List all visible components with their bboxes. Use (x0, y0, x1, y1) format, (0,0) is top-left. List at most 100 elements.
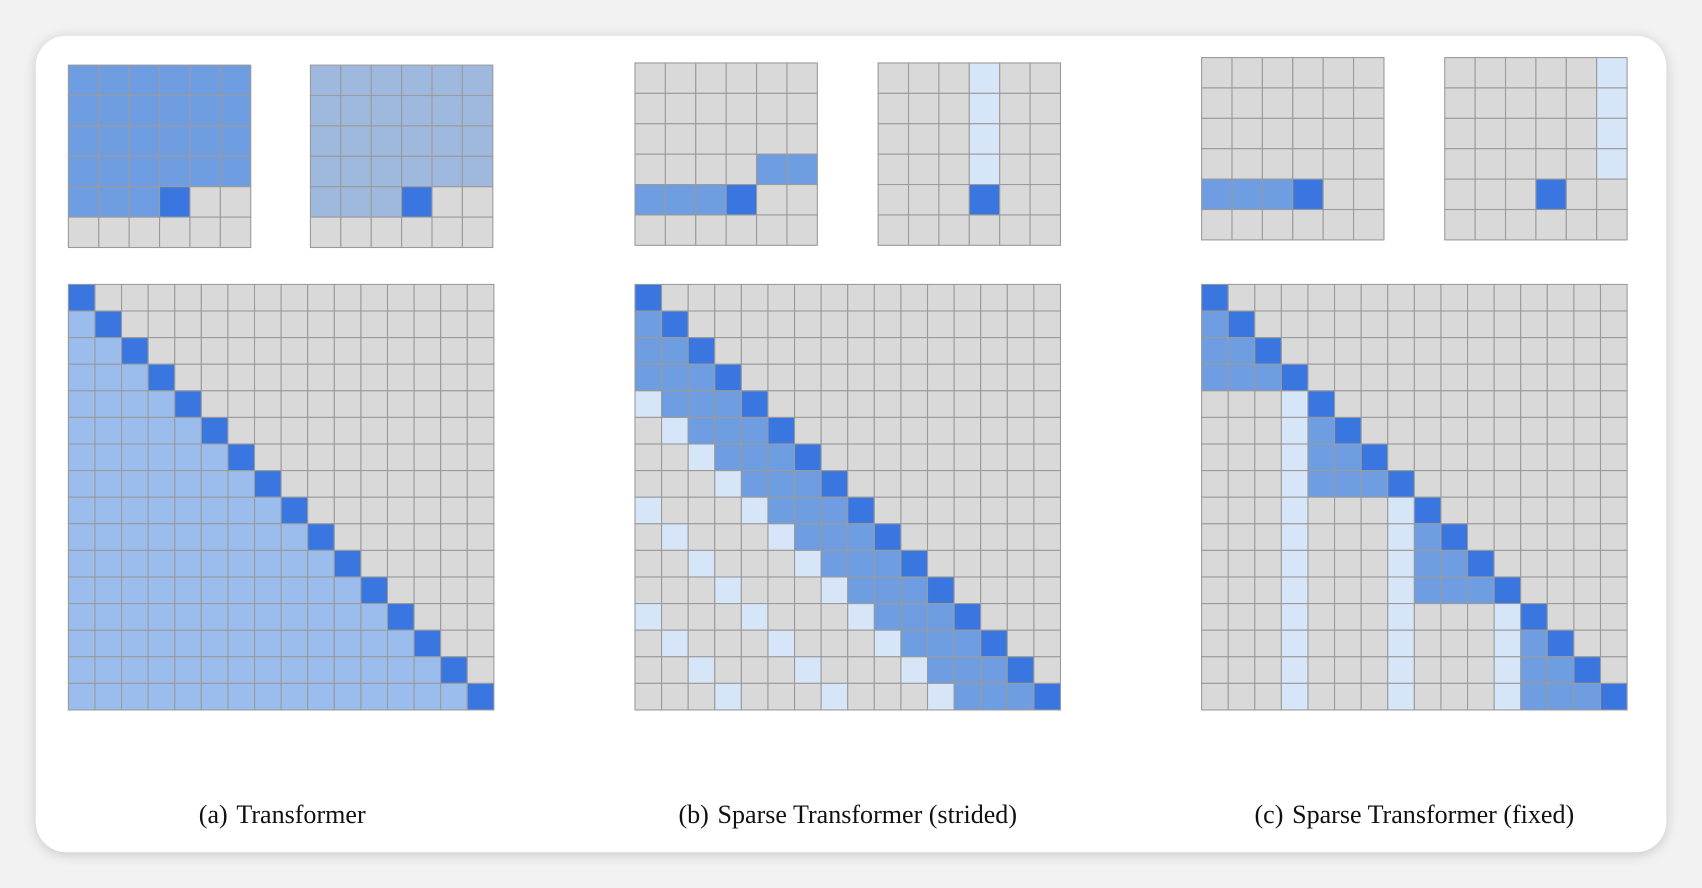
cell (1033, 656, 1062, 684)
cell (1440, 283, 1469, 312)
cell (67, 523, 96, 551)
cell (121, 283, 149, 312)
cell (1573, 390, 1602, 418)
cell (926, 470, 955, 498)
cell (333, 443, 362, 472)
grids (67, 56, 1628, 711)
cell (440, 443, 468, 472)
cell (695, 123, 727, 155)
cell (980, 363, 1008, 392)
cell (1466, 416, 1495, 445)
cell (1227, 629, 1256, 658)
cell (1546, 549, 1575, 578)
cell (98, 94, 130, 127)
cell (740, 416, 769, 445)
cell (1307, 496, 1336, 525)
cell (431, 64, 463, 97)
cell (121, 416, 149, 445)
cell (1261, 87, 1294, 119)
cell (847, 283, 875, 312)
cell (1006, 576, 1035, 605)
cell (767, 576, 796, 605)
cell (1520, 443, 1548, 472)
cell (1322, 208, 1355, 241)
cell (938, 123, 970, 155)
cell (740, 337, 769, 365)
cell (714, 656, 742, 684)
cell (386, 470, 415, 498)
cell (980, 283, 1008, 312)
cell (820, 576, 849, 605)
cell (999, 123, 1031, 155)
cell (1599, 576, 1628, 605)
cell (877, 123, 910, 155)
cell (873, 390, 902, 418)
cell (1474, 208, 1507, 241)
cell (174, 549, 202, 578)
cell (1573, 443, 1602, 472)
cell (1413, 496, 1442, 525)
cell (756, 184, 788, 216)
cell (413, 390, 442, 418)
cell (1444, 87, 1476, 119)
cell (1546, 470, 1575, 498)
cell (873, 682, 902, 711)
cell (714, 390, 742, 418)
cell (847, 576, 875, 605)
cell (873, 576, 902, 605)
cell (1201, 148, 1233, 180)
cell (953, 549, 982, 578)
cell (1520, 416, 1548, 445)
cell (1254, 656, 1282, 684)
cell (794, 337, 822, 365)
cell (98, 125, 130, 157)
cell (1413, 443, 1442, 472)
cell (1573, 549, 1602, 578)
cell (1573, 576, 1602, 605)
cell (1231, 117, 1263, 150)
cell (664, 123, 697, 155)
cell (1201, 523, 1229, 551)
cell (695, 184, 727, 216)
cell (1493, 576, 1522, 605)
cell (121, 549, 149, 578)
cell (1231, 208, 1263, 241)
cell (67, 310, 96, 339)
cell (725, 214, 758, 246)
cell (767, 416, 796, 445)
cell (661, 682, 689, 711)
cell (1466, 496, 1495, 525)
cell (147, 523, 176, 551)
cell (1227, 682, 1256, 711)
cell (1535, 56, 1567, 89)
attention-grid (634, 283, 1062, 711)
cell (1292, 56, 1324, 89)
cell (980, 523, 1008, 551)
cell (1466, 682, 1495, 711)
cell (938, 153, 970, 186)
cell (1466, 523, 1495, 551)
cell (253, 549, 282, 578)
cell (94, 629, 123, 658)
cell (953, 310, 982, 339)
cell (907, 123, 940, 155)
cell (1565, 178, 1598, 211)
cell (847, 629, 875, 658)
cell (1254, 283, 1282, 312)
cell (847, 310, 875, 339)
cell (280, 682, 309, 711)
cell (1227, 390, 1256, 418)
cell (1466, 337, 1495, 365)
cell (333, 363, 362, 392)
cell (98, 155, 130, 188)
cell (1466, 363, 1495, 392)
cell (953, 576, 982, 605)
cell (1413, 363, 1442, 392)
cell (926, 390, 955, 418)
cell (189, 155, 221, 188)
cell (877, 153, 910, 186)
cell (634, 656, 663, 684)
cell (1280, 416, 1309, 445)
cell (820, 390, 849, 418)
cell (1006, 337, 1035, 365)
